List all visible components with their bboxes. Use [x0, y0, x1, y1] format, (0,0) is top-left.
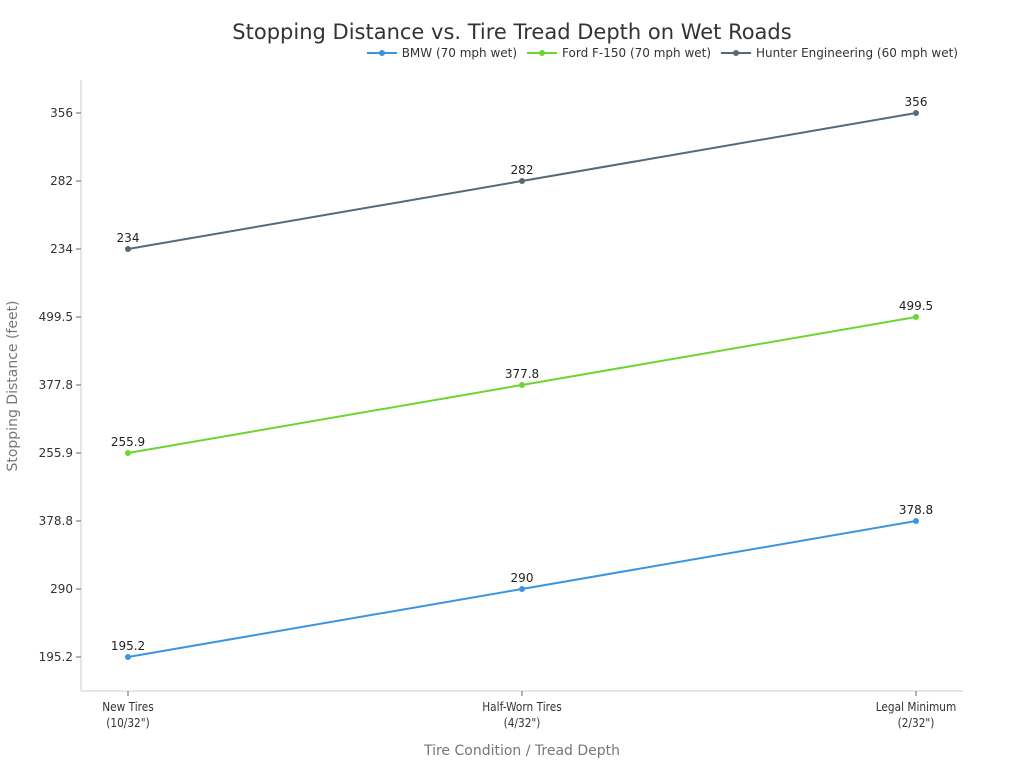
- legend-line-marker-icon: [366, 50, 397, 56]
- y-tick-label: 255.9: [39, 446, 73, 460]
- y-tick-label: 290: [50, 582, 73, 596]
- y-tick-label: 499.5: [39, 310, 73, 324]
- legend-item-bmw[interactable]: BMW (70 mph wet): [366, 46, 518, 60]
- legend-line-marker-icon: [721, 50, 752, 56]
- legend: BMW (70 mph wet) Ford F-150 (70 mph wet)…: [366, 46, 958, 60]
- x-axis-label: Tire Condition / Tread Depth: [423, 743, 620, 759]
- legend-label: Ford F-150 (70 mph wet): [562, 46, 712, 60]
- data-label: 282: [511, 163, 534, 177]
- data-point-marker-icon[interactable]: [519, 586, 525, 592]
- x-tick-label: New Tires: [102, 700, 154, 714]
- data-point-marker-icon[interactable]: [913, 314, 919, 320]
- chart-title: Stopping Distance vs. Tire Tread Depth o…: [232, 20, 792, 44]
- x-tick-label: Legal Minimum: [876, 700, 957, 714]
- data-label: 377.8: [505, 367, 539, 381]
- x-tick-label: (10/32"): [106, 716, 150, 730]
- y-axis-ticks: 356 282 234 499.5 377.8 255.9 378.8 290 195.2: [39, 106, 81, 664]
- data-label: 255.9: [111, 435, 145, 449]
- legend-label: BMW (70 mph wet): [401, 46, 518, 60]
- data-point-marker-icon[interactable]: [125, 246, 131, 252]
- legend-item-ford[interactable]: Ford F-150 (70 mph wet): [527, 46, 711, 60]
- series-0: 195.2 290 378.8: [111, 503, 933, 660]
- x-axis-ticks: New Tires (10/32") Half-Worn Tires (4/32") L…: [102, 691, 956, 730]
- y-tick-label: 378.8: [39, 514, 73, 528]
- x-tick-label: (2/32"): [898, 716, 935, 730]
- legend-label: Hunter Engineering (60 mph wet): [756, 46, 958, 60]
- x-tick-label: (4/32"): [504, 716, 541, 730]
- data-label: 290: [511, 571, 534, 585]
- data-label: 195.2: [111, 639, 145, 653]
- data-point-marker-icon[interactable]: [125, 654, 131, 660]
- data-label: 378.8: [899, 503, 933, 517]
- data-point-marker-icon[interactable]: [519, 178, 525, 184]
- data-point-marker-icon[interactable]: [913, 518, 919, 524]
- legend-line-marker-icon: [527, 50, 558, 56]
- y-tick-label: 282: [50, 174, 73, 188]
- y-tick-label: 377.8: [39, 378, 73, 392]
- series-layer: 195.2 290 378.8 255.9 377.8 499.5 234 282 356: [111, 95, 933, 660]
- data-point-marker-icon[interactable]: [125, 450, 131, 456]
- series-2: 234 282 356: [117, 95, 928, 252]
- y-tick-label: 356: [50, 106, 73, 120]
- y-axis-label: Stopping Distance (feet): [5, 300, 21, 471]
- data-label: 234: [117, 231, 140, 245]
- y-tick-label: 234: [50, 242, 73, 256]
- y-tick-label: 195.2: [39, 650, 73, 664]
- data-label: 356: [905, 95, 928, 109]
- data-label: 499.5: [899, 299, 933, 313]
- series-1: 255.9 377.8 499.5: [111, 299, 933, 456]
- legend-item-hunter[interactable]: Hunter Engineering (60 mph wet): [721, 46, 958, 60]
- x-tick-label: Half-Worn Tires: [482, 700, 562, 714]
- data-point-marker-icon[interactable]: [913, 110, 919, 116]
- data-point-marker-icon[interactable]: [519, 382, 525, 388]
